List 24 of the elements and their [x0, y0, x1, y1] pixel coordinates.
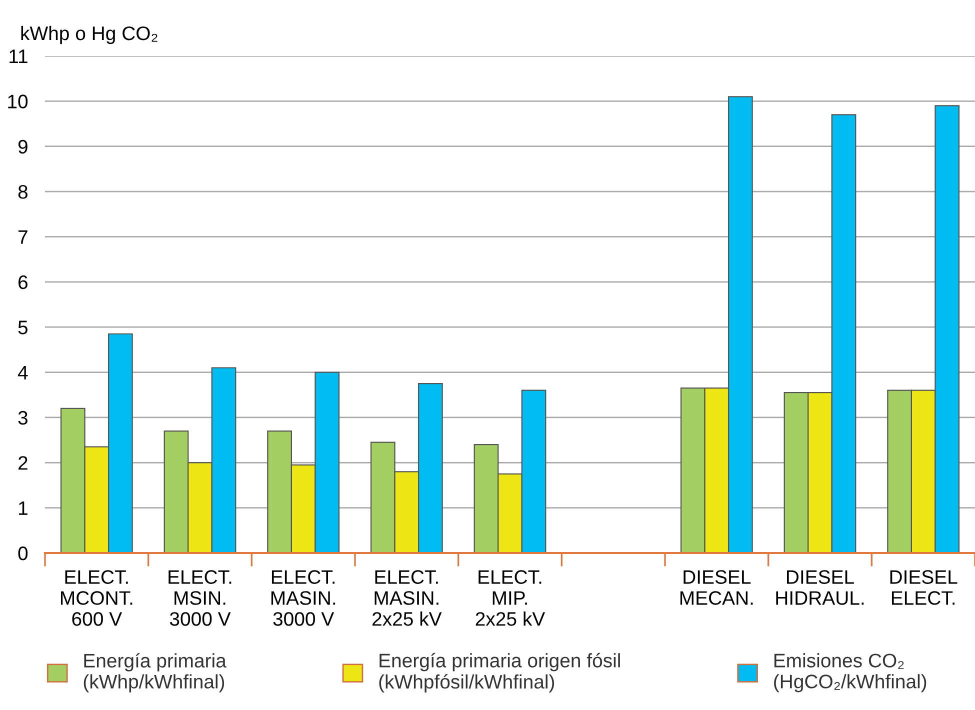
x-tick-label: DIESEL ELECT.: [890, 570, 958, 605]
x-tick-label: ELECT. MASIN. 2x25 kV: [372, 570, 442, 626]
y-tick-label: 1: [19, 501, 28, 515]
y-tick-label: 10: [8, 94, 28, 108]
x-tick-label: ELECT. MASIN. 3000 V: [271, 570, 336, 626]
legend-label: Energía primaria (kWhp/kWhfinal): [84, 653, 226, 692]
y-tick-label: 0: [18, 546, 28, 560]
y-tick-label: 8: [18, 185, 28, 199]
legend-label: Energía primaria origen fósil (kWhpfósil/kWhfinal): [379, 652, 620, 692]
y-tick-label: 7: [18, 230, 28, 244]
x-tick-label: ELECT. MSIN. 3000 V: [168, 570, 232, 626]
y-tick-label: 3: [18, 410, 28, 425]
y-tick-label: 9: [18, 140, 28, 154]
x-tick-label: DIESEL HIDRAUL.: [776, 570, 864, 605]
x-tick-label: DIESEL MECAN.: [680, 570, 753, 605]
y-tick-label: 6: [18, 275, 28, 290]
y-tick-label: 2: [18, 456, 28, 470]
y-axis-title: kWhp o Hg CO₂: [21, 26, 158, 44]
x-tick-label: ELECT. MIP. 2x25 kV: [476, 570, 546, 626]
y-tick-label: 11: [10, 50, 28, 64]
y-tick-label: 4: [18, 366, 28, 380]
legend-label: Emisiones CO₂ (HgCO₂/kWhfinal): [774, 653, 926, 692]
x-tick-label: ELECT. MCONT. 600 V: [61, 570, 132, 626]
y-tick-label: 5: [18, 320, 28, 334]
